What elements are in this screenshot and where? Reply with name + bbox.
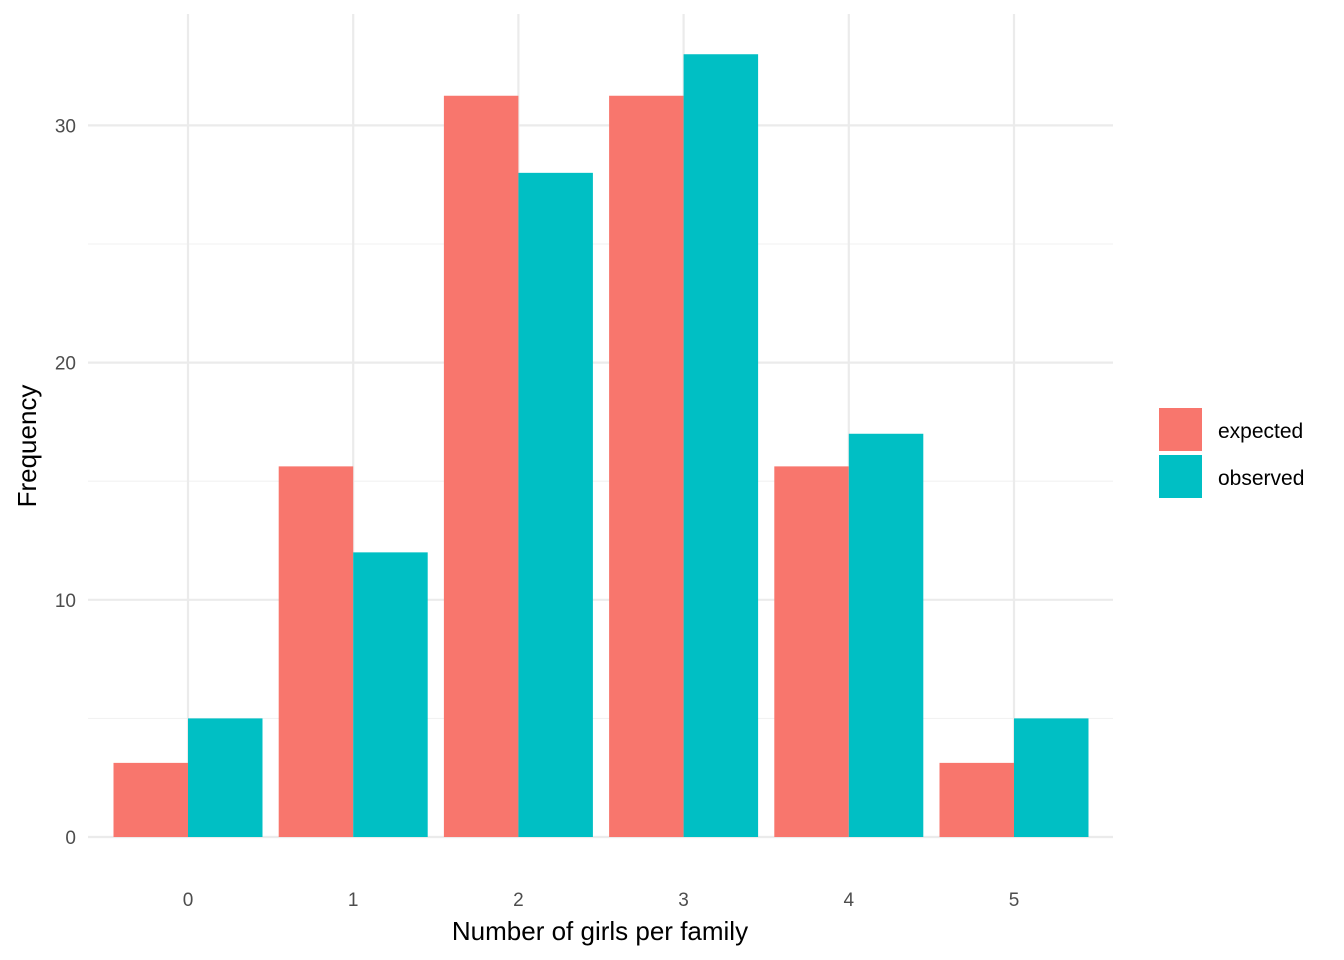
bar-observed-2 [518,172,593,838]
bar-expected-1 [278,466,354,837]
legend-key-expected [1159,408,1202,451]
bars [113,54,1089,838]
bar-expected-3 [609,95,684,837]
bar-observed-3 [683,54,759,838]
x-tick-label: 3 [678,890,689,911]
legend-key-observed [1159,455,1202,498]
x-axis-title: Number of girls per family [452,916,748,946]
x-tick-label: 5 [1009,890,1020,911]
y-tick-label: 0 [65,828,76,849]
bar-observed-5 [1014,718,1089,837]
legend: expected observed [1159,408,1304,498]
y-tick-label: 30 [55,116,76,137]
x-tick-label: 4 [844,890,855,911]
legend-label-expected: expected [1218,420,1303,443]
y-axis-title: Frequency [12,385,42,508]
x-tick-label: 2 [513,890,524,911]
bar-expected-4 [774,466,849,837]
legend-label-observed: observed [1218,467,1304,490]
grid-lines [88,14,1113,839]
y-tick-label: 20 [55,354,76,375]
x-tick-label: 1 [348,890,359,911]
bar-expected-0 [113,762,188,837]
bar-expected-2 [443,95,519,837]
bar-observed-0 [188,718,263,837]
bar-observed-1 [353,552,428,837]
bar-observed-4 [848,433,924,837]
bar-expected-5 [939,762,1014,837]
x-axis-ticks: 0 1 2 3 4 5 [183,890,1020,911]
y-tick-label: 10 [55,591,76,612]
x-tick-label: 0 [183,890,194,911]
y-axis-ticks: 0 10 20 30 [55,116,76,849]
